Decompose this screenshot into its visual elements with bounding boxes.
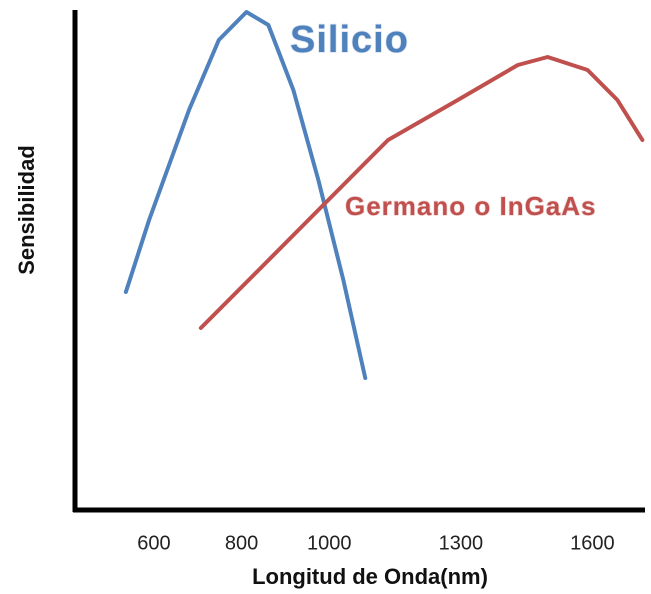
x-tick-label: 1000 [307, 532, 352, 554]
y-axis-label: Sensibilidad [14, 145, 39, 275]
series-label: Silicio [290, 19, 409, 61]
x-axis-label: Longitud de Onda(nm) [252, 564, 488, 589]
x-tick-label: 1300 [439, 532, 484, 554]
series-label: Germano o InGaAs [345, 191, 597, 221]
x-tick-label: 1600 [570, 532, 615, 554]
x-tick-label: 600 [137, 532, 170, 554]
x-tick-label: 800 [225, 532, 258, 554]
series-line [123, 10, 368, 380]
series-line [198, 55, 645, 330]
